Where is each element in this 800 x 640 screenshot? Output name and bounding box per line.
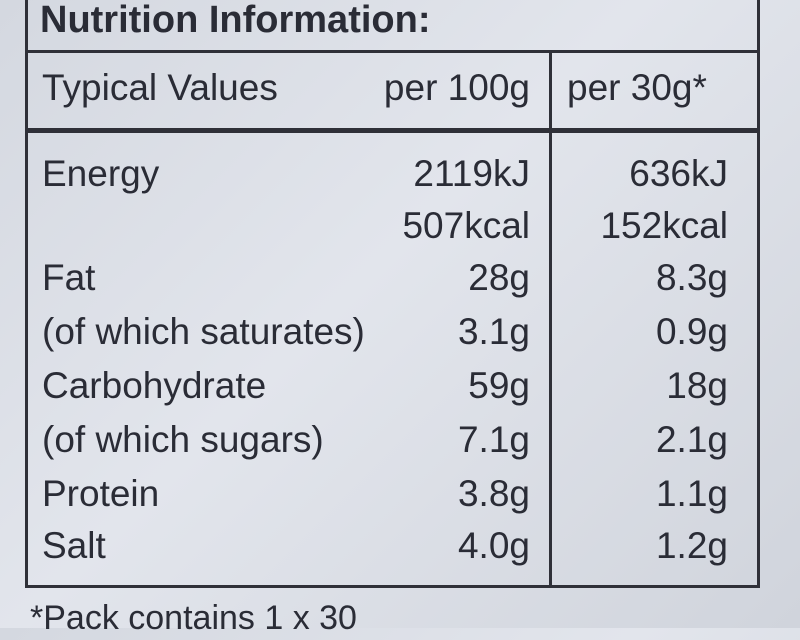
header-per-100g: per 100g (383, 67, 530, 108)
title-rule (25, 50, 760, 53)
border-bottom (25, 585, 760, 588)
column-divider (549, 53, 552, 588)
per-100g: 4.0g (457, 525, 530, 566)
header-label: Typical Values (42, 67, 278, 108)
row-label: (of which sugars) (42, 419, 324, 460)
header-rule (25, 128, 760, 133)
per-100g: 3.1g (457, 311, 530, 352)
row-label: Fat (42, 257, 96, 298)
per-30g: 0.9g (655, 311, 728, 352)
row-label: Energy (42, 153, 160, 194)
per-30g: 18g (666, 365, 728, 406)
per-100g: 59g (468, 365, 530, 406)
per-30g: 1.2g (655, 525, 728, 566)
row-label: Carbohydrate (42, 365, 267, 406)
per-100g: 2119kJ (413, 153, 530, 194)
per-100g: 28g (468, 257, 530, 298)
border-right (757, 0, 760, 588)
row-label: Protein (42, 473, 160, 514)
per-30g: 8.3g (655, 257, 728, 298)
per-30g: 636kJ (629, 153, 728, 194)
per-30g: 1.1g (655, 473, 728, 514)
border-left (25, 0, 28, 588)
row-label: (of which saturates) (42, 311, 365, 352)
energy-kcal-30g: 152kcal (600, 205, 728, 246)
per-100g: 3.8g (457, 473, 530, 514)
energy-kcal-100g: 507kcal (402, 205, 530, 246)
per-100g: 7.1g (457, 419, 530, 460)
per-30g: 2.1g (655, 419, 728, 460)
title: Nutrition Information: (40, 0, 431, 41)
header-per-30g: per 30g* (567, 67, 707, 108)
row-label: Salt (42, 525, 106, 566)
footnote: *Pack contains 1 x 30 (30, 599, 357, 637)
